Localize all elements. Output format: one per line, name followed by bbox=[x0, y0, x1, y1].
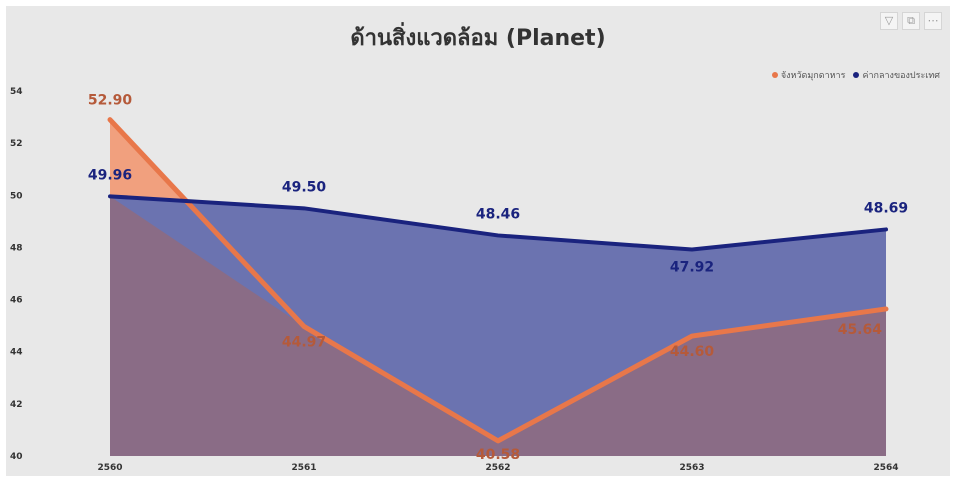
y-tick-label: 46 bbox=[10, 296, 23, 306]
x-tick-label: 2564 bbox=[873, 463, 898, 473]
national-line bbox=[108, 194, 888, 252]
y-tick-label: 54 bbox=[10, 87, 23, 97]
data-label-province: 44.60 bbox=[670, 344, 715, 360]
y-tick-label: 40 bbox=[10, 452, 23, 462]
province-line bbox=[107, 117, 889, 444]
legend-dot-icon bbox=[771, 72, 778, 78]
area-chart: 40 42 44 46 48 50 52 54 2560 2561 2562 2563 2564 52.9… bbox=[10, 87, 908, 473]
legend-label: จังหวัดมุกดาหาร bbox=[780, 71, 846, 81]
data-label-province: 52.90 bbox=[88, 93, 133, 109]
legend-dot-icon bbox=[853, 72, 860, 78]
more-options-icon[interactable]: ⋯ bbox=[924, 12, 942, 30]
y-tick-label: 48 bbox=[10, 243, 23, 253]
filter-icon[interactable]: ▽ bbox=[880, 12, 898, 30]
data-label-national: 48.46 bbox=[476, 206, 520, 222]
data-label-national: 49.50 bbox=[282, 179, 327, 195]
chart-title: ด้านสิ่งแวดล้อม (Planet) bbox=[350, 26, 606, 51]
y-tick-label: 50 bbox=[10, 191, 23, 201]
legend-item-national[interactable]: ค่ากลางของประเทศ bbox=[853, 68, 940, 82]
focus-mode-icon[interactable]: ⧉ bbox=[902, 12, 920, 30]
x-tick-label: 2562 bbox=[485, 463, 510, 473]
data-label-national: 47.92 bbox=[670, 260, 714, 276]
data-label-national: 49.96 bbox=[88, 167, 132, 183]
data-label-province: 45.64 bbox=[838, 322, 883, 338]
chart-card: ด้านสิ่งแวดล้อม (Planet) ▽ ⧉ ⋯ จังหวัดมุ… bbox=[6, 6, 950, 476]
legend-label: ค่ากลางของประเทศ bbox=[862, 71, 940, 81]
visual-toolbar: ▽ ⧉ ⋯ bbox=[880, 12, 942, 30]
x-tick-label: 2561 bbox=[291, 463, 316, 473]
data-label-province: 40.58 bbox=[476, 447, 520, 463]
legend-item-province[interactable]: จังหวัดมุกดาหาร bbox=[771, 68, 846, 82]
x-tick-label: 2563 bbox=[679, 463, 704, 473]
y-tick-label: 42 bbox=[10, 400, 23, 410]
y-tick-label: 44 bbox=[10, 348, 23, 358]
x-tick-label: 2560 bbox=[97, 463, 122, 473]
data-label-province: 44.97 bbox=[282, 334, 326, 350]
chart-legend: จังหวัดมุกดาหาร ค่ากลางของประเทศ bbox=[771, 68, 940, 82]
data-label-national: 48.69 bbox=[864, 200, 908, 216]
y-tick-label: 52 bbox=[10, 139, 23, 149]
overlap-area bbox=[110, 196, 886, 457]
